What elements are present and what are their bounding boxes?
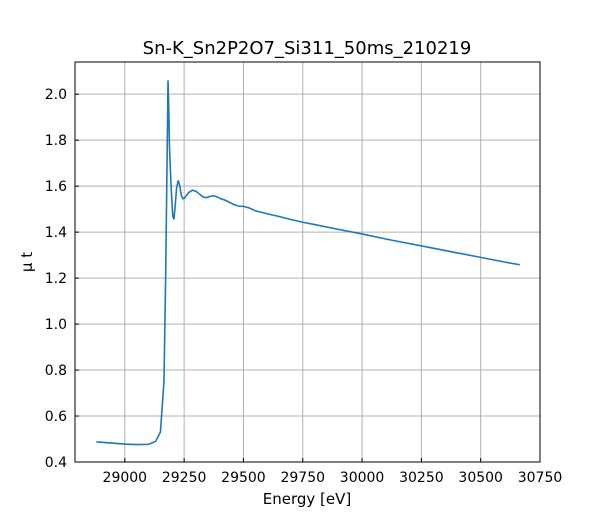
- chart-title: Sn-K_Sn2P2O7_Si311_50ms_210219: [143, 38, 472, 59]
- y-axis-label: μ t: [18, 252, 36, 272]
- y-tick-label: 1.4: [45, 225, 67, 241]
- x-tick-label: 30250: [399, 470, 444, 486]
- y-tick-label: 0.4: [45, 455, 67, 471]
- plot-frame: [74, 61, 541, 463]
- y-tick-label: 0.8: [45, 363, 67, 379]
- y-axis: 0.4 0.6 0.8 1.0 1.2 1.4 1.6 1.8 2.0: [45, 87, 79, 471]
- x-axis-label: Energy [eV]: [263, 490, 351, 508]
- grid: [75, 62, 541, 463]
- x-tick-label: 29250: [162, 470, 207, 486]
- x-tick-label: 29000: [103, 470, 148, 486]
- y-tick-label: 2.0: [45, 87, 67, 103]
- y-tick-label: 1.0: [45, 317, 67, 333]
- y-tick-label: 1.8: [45, 133, 67, 149]
- series-line: [96, 80, 520, 446]
- x-tick-label: 30000: [340, 470, 385, 486]
- y-tick-label: 0.6: [45, 409, 67, 425]
- x-tick-label: 30750: [518, 470, 563, 486]
- x-axis: 29000 29250 29500 29750 30000 30250 30500 30750: [103, 458, 563, 486]
- y-tick-label: 1.6: [45, 179, 67, 195]
- x-tick-label: 29500: [221, 470, 266, 486]
- x-tick-label: 29750: [280, 470, 325, 486]
- y-tick-label: 1.2: [45, 271, 67, 287]
- x-tick-label: 30500: [458, 470, 503, 486]
